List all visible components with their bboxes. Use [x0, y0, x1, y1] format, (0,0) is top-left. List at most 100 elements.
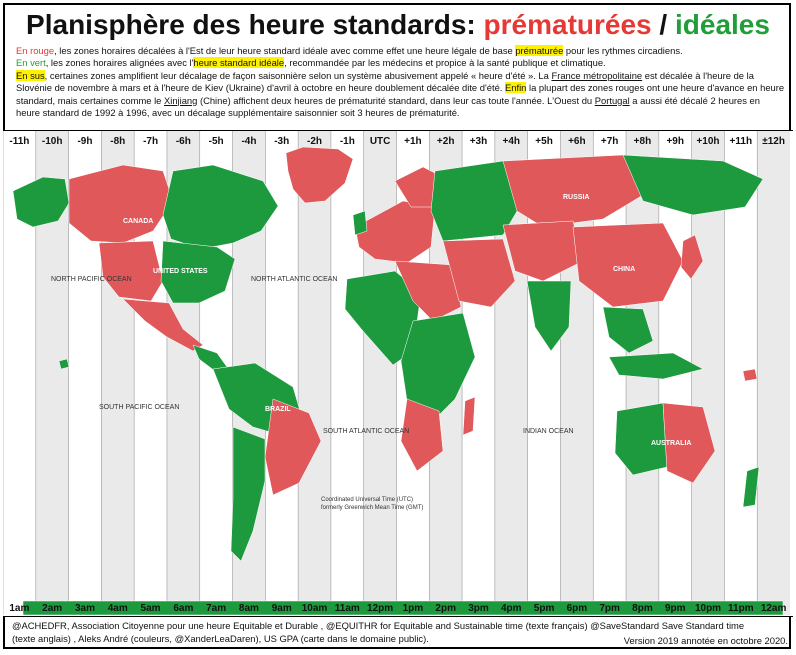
utc-offset-label: -1h: [340, 136, 355, 147]
local-time-label: 4am: [108, 603, 128, 614]
utc-offset-label: +3h: [470, 136, 488, 147]
usa-west-landmass: [98, 240, 164, 302]
page-title: Planisphère des heure standards: prématu…: [26, 9, 770, 40]
canada-east-landmass: [162, 164, 279, 250]
local-time-label: 3pm: [468, 603, 489, 614]
utc-offset-label: -4h: [241, 136, 256, 147]
version-note: Version 2019 annotée en octobre 2020.: [623, 635, 788, 646]
local-time-label: 1am: [9, 603, 29, 614]
timezone-map-svg: CANADA UNITED STATES RUSSIA CHINA BRAZIL…: [3, 131, 790, 615]
japan-landmass: [680, 234, 704, 280]
label-south-atlantic: SOUTH ATLANTIC OCEAN: [323, 428, 409, 435]
legend-extra-paragraph: En sus, certaines zones amplifient leur …: [16, 69, 785, 119]
utc-offset-label: -11h: [9, 136, 29, 147]
australia-west: [614, 402, 668, 476]
legend-green-line: En vert, les zones horaires alignées ave…: [16, 57, 606, 69]
canada-west-landmass: [68, 164, 174, 244]
local-time-label: 7am: [206, 603, 226, 614]
local-time-label: 12pm: [367, 603, 393, 614]
utc-offset-label: +2h: [437, 136, 455, 147]
local-time-label: 1pm: [403, 603, 424, 614]
local-time-label: 8am: [239, 603, 259, 614]
middle-east-landmass: [442, 238, 516, 308]
china-landmass: [572, 222, 684, 308]
local-time-label: 5am: [141, 603, 161, 614]
label-australia: AUSTRALIA: [651, 440, 691, 447]
legend-red-line: En rouge, les zones horaires décalées à …: [16, 45, 683, 56]
greenland-landmass: [285, 146, 354, 204]
local-time-label: 10am: [302, 603, 328, 614]
usa-east-landmass: [160, 240, 236, 304]
australia-east: [662, 402, 716, 484]
utc-offset-label: -5h: [209, 136, 224, 147]
utc-offset-label: +11h: [730, 136, 753, 147]
alaska-landmass: [12, 176, 70, 228]
utc-offset-label: +8h: [634, 136, 652, 147]
label-north-pacific: NORTH PACIFIC OCEAN: [51, 276, 132, 283]
label-china: CHINA: [613, 266, 635, 273]
local-time-label: 3am: [75, 603, 95, 614]
hawaii-islands: [58, 358, 70, 370]
local-time-label: 9pm: [665, 603, 686, 614]
utc-offset-label: -7h: [143, 136, 158, 147]
intro-text: En rouge, les zones horaires décalées à …: [16, 45, 786, 119]
label-utc-note-1: Coordinated Universal Time (UTC): [321, 497, 413, 503]
local-time-label: 11am: [335, 603, 360, 614]
local-time-label: 2pm: [435, 603, 456, 614]
utc-offset-label: +1h: [404, 136, 422, 147]
label-south-pacific: SOUTH PACIFIC OCEAN: [99, 404, 179, 411]
africa-south: [400, 398, 444, 472]
antarctica-landmass: [22, 600, 784, 615]
label-russia: RUSSIA: [563, 194, 589, 201]
utc-offset-label: -6h: [176, 136, 191, 147]
world-map: CANADA UNITED STATES RUSSIA CHINA BRAZIL…: [3, 130, 793, 617]
madagascar-landmass: [462, 396, 476, 436]
utc-offset-label: UTC: [370, 136, 391, 147]
title-ideal: idéales: [674, 9, 770, 40]
southeast-asia-landmass: [602, 306, 654, 354]
land-masses: [12, 146, 784, 615]
timezone-stripe: [363, 131, 397, 615]
local-time-label: 6pm: [567, 603, 588, 614]
map-labels: CANADA UNITED STATES RUSSIA CHINA BRAZIL…: [51, 194, 691, 511]
africa-north: [394, 260, 462, 322]
credits-line-2: (texte anglais) , Aleks André (couleurs,…: [12, 633, 429, 644]
title-premature: prématurées: [483, 9, 652, 40]
pacific-islands: [742, 368, 758, 382]
local-time-label: 7pm: [599, 603, 620, 614]
utc-offset-labels: -11h -10h -9h -8h -7h -6h -5h -4h -3h -2h -1h UTC +1…: [9, 136, 785, 147]
utc-offset-label: -10h: [42, 136, 63, 147]
local-time-labels: 1am 2am 3am 4am 5am 6am 7am 8am 9am 10am 11am 12pm 1…: [9, 603, 786, 614]
label-canada: CANADA: [123, 218, 153, 225]
local-time-label: 11pm: [728, 603, 754, 614]
local-time-label: 12am: [761, 603, 787, 614]
utc-offset-label: -9h: [77, 136, 92, 147]
label-usa: UNITED STATES: [153, 268, 208, 275]
utc-offset-label: +10h: [696, 136, 719, 147]
credits: @ACHEDFR, Association Citoyenne pour une…: [12, 619, 788, 646]
local-time-label: 8pm: [632, 603, 653, 614]
label-brazil: BRAZIL: [265, 406, 291, 413]
credits-line-1: @ACHEDFR, Association Citoyenne pour une…: [12, 620, 745, 631]
russia-east-landmass: [622, 154, 764, 216]
utc-offset-label: +9h: [666, 136, 684, 147]
central-asia-landmass: [502, 220, 584, 282]
local-time-label: 10pm: [695, 603, 721, 614]
utc-offset-label: -2h: [307, 136, 322, 147]
utc-offset-label: -3h: [274, 136, 289, 147]
label-north-atlantic: NORTH ATLANTIC OCEAN: [251, 276, 337, 283]
utc-offset-label: ±12h: [762, 136, 785, 147]
label-indian-ocean: INDIAN OCEAN: [523, 428, 574, 435]
new-zealand-landmass: [742, 466, 760, 508]
utc-offset-label: +4h: [503, 136, 521, 147]
indonesia-landmass: [608, 352, 704, 380]
timezone-stripe: [757, 131, 790, 615]
utc-offset-label: +7h: [601, 136, 619, 147]
timezone-stripe: [298, 131, 331, 615]
local-time-label: 5pm: [534, 603, 555, 614]
label-utc-note-2: formerly Greenwich Mean Time (GMT): [321, 505, 423, 511]
local-time-label: 9am: [272, 603, 292, 614]
local-time-label: 2am: [42, 603, 62, 614]
utc-offset-label: -8h: [110, 136, 125, 147]
india-landmass: [526, 280, 572, 352]
